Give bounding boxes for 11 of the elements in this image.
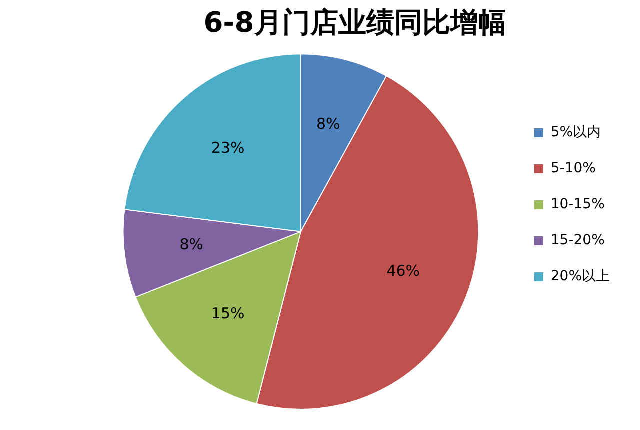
data-label: 8% bbox=[180, 236, 204, 254]
legend-label: 10-15% bbox=[550, 196, 605, 213]
data-label: 15% bbox=[211, 304, 245, 322]
chart-title: 6-8月门店业绩同比增幅 bbox=[204, 6, 506, 40]
data-label: 46% bbox=[386, 262, 420, 280]
legend-label: 5%以内 bbox=[550, 124, 602, 141]
legend-label: 20%以上 bbox=[550, 268, 610, 285]
legend-label: 5-10% bbox=[550, 160, 596, 177]
data-label: 8% bbox=[316, 114, 340, 133]
legend-label: 15-20% bbox=[550, 232, 605, 249]
data-label: 23% bbox=[211, 139, 245, 158]
